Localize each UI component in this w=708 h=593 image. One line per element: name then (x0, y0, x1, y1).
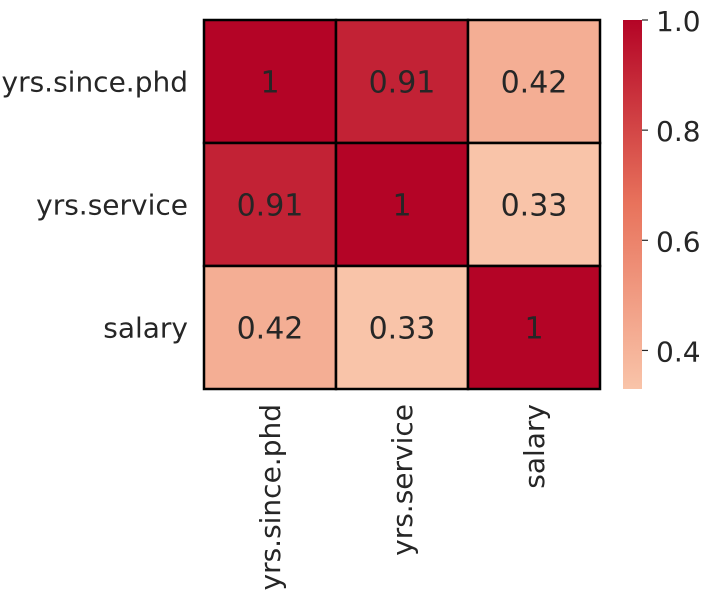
cell-value-label: 0.91 (237, 189, 304, 224)
x-axis-tick-labels: yrs.since.phd yrs.service salary (254, 404, 551, 591)
heatmap-cell (202, 264, 338, 391)
cell-value-label: 0.42 (501, 66, 568, 101)
y-tick-label: salary (103, 312, 188, 345)
heatmap-cells: 1 0.91 0.42 0.91 1 0.33 0.42 0.33 1 (202, 18, 602, 391)
x-tick-label: salary (518, 404, 551, 489)
colorbar-tick-label: 0.6 (656, 225, 701, 258)
colorbar-tick-labels: 1.0 0.8 0.6 0.4 (642, 5, 701, 368)
cell-value-label: 0.33 (369, 312, 436, 347)
x-tick-label: yrs.service (386, 404, 419, 556)
y-axis-tick-labels: yrs.since.phd yrs.service salary (2, 66, 189, 345)
colorbar-tick-label: 0.4 (656, 335, 701, 368)
cell-value-label: 1 (524, 312, 543, 347)
heatmap-cell (466, 18, 602, 145)
heatmap-cell (466, 264, 602, 391)
heatmap-cell (334, 264, 470, 391)
cell-value-label: 0.91 (369, 66, 436, 101)
colorbar-gradient (623, 20, 642, 389)
colorbar-tick-label: 1.0 (656, 5, 701, 38)
colorbar (623, 20, 642, 389)
cell-value-label: 1 (260, 66, 279, 101)
colorbar-tick-label: 0.8 (656, 115, 701, 148)
heatmap-cell (466, 141, 602, 268)
y-tick-label: yrs.since.phd (2, 66, 189, 99)
x-tick-label: yrs.since.phd (254, 404, 287, 591)
cell-value-label: 0.33 (501, 189, 568, 224)
cell-value-label: 1 (392, 189, 411, 224)
y-tick-label: yrs.service (36, 189, 188, 222)
cell-value-label: 0.42 (237, 312, 304, 347)
heatmap-cell (334, 18, 470, 145)
heatmap-cell (202, 18, 338, 145)
